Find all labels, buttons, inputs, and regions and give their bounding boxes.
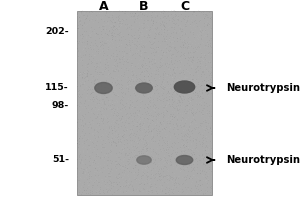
Text: C: C — [180, 0, 189, 12]
Ellipse shape — [137, 156, 151, 164]
Ellipse shape — [136, 83, 152, 93]
Text: 98-: 98- — [52, 100, 69, 110]
Ellipse shape — [176, 156, 193, 164]
Text: A: A — [99, 0, 108, 12]
Ellipse shape — [95, 82, 112, 93]
Text: 115-: 115- — [45, 83, 69, 92]
Text: 51-: 51- — [52, 156, 69, 164]
Text: Neurotrypsin: Neurotrypsin — [226, 155, 300, 165]
Text: B: B — [139, 0, 149, 12]
Ellipse shape — [174, 81, 195, 93]
Bar — [76, 11, 212, 195]
Text: Neurotrypsin: Neurotrypsin — [226, 83, 300, 93]
Text: 202-: 202- — [45, 26, 69, 36]
